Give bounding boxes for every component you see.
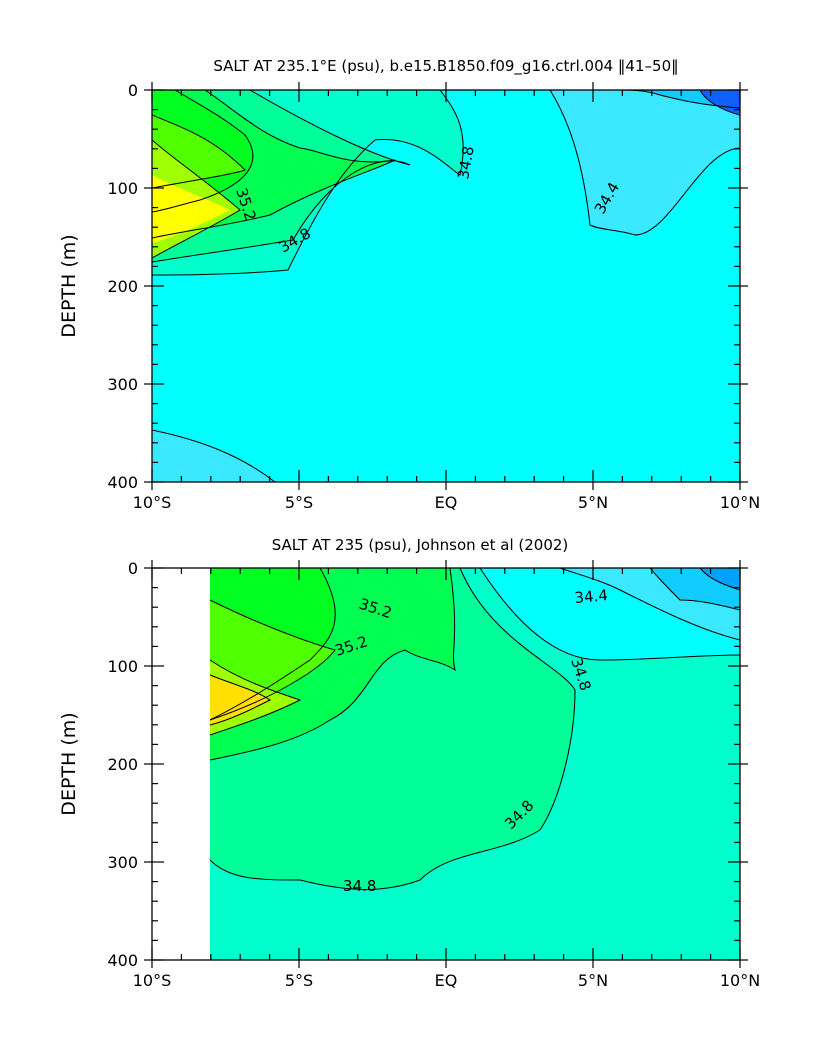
panel-model: SALT AT 235.1°E (psu), b.e15.B1850.f09_g…	[58, 57, 760, 512]
y-axis-title: DEPTH (m)	[58, 712, 80, 815]
tick-label: EQ	[435, 971, 458, 990]
tick-label: 100	[107, 657, 138, 676]
tick-label: 10°N	[720, 493, 760, 512]
contour-lines	[152, 90, 740, 482]
tick-label: 5°S	[285, 971, 313, 990]
contour-label: 34.8	[343, 877, 376, 895]
tick-label: 10°S	[133, 971, 172, 990]
tick-label: 400	[107, 951, 138, 970]
tick-label: 100	[107, 179, 138, 198]
tick-label: 0	[128, 81, 138, 100]
axis-ticks: 10°S 5°S EQ 5°N 10°N 0 100 200 300 400	[107, 559, 760, 990]
tick-label: 5°N	[578, 493, 608, 512]
fill-35.3	[152, 175, 230, 243]
panel-title: SALT AT 235.1°E (psu), b.e15.B1850.f09_g…	[213, 57, 678, 76]
tick-label: 10°N	[720, 971, 760, 990]
contour-label: 34.4	[574, 586, 609, 607]
tick-label: EQ	[435, 493, 458, 512]
contour-fill	[210, 568, 740, 960]
tick-label: 300	[107, 853, 138, 872]
contour-lines	[209, 568, 740, 890]
tick-label: 5°S	[285, 493, 313, 512]
panel-title: SALT AT 235 (psu), Johnson et al (2002)	[272, 536, 569, 554]
tick-label: 10°S	[133, 493, 172, 512]
fill-34.5-bottom	[152, 430, 275, 482]
y-axis-title: DEPTH (m)	[58, 234, 80, 337]
tick-label: 0	[128, 559, 138, 578]
contour-fill	[152, 90, 740, 482]
fill-34.2	[700, 90, 740, 115]
tick-label: 400	[107, 473, 138, 492]
panel-observations: SALT AT 235 (psu), Johnson et al (2002)	[58, 536, 760, 990]
tick-label: 5°N	[578, 971, 608, 990]
contour-label: 34.8	[454, 145, 478, 181]
fill-34.5	[550, 90, 740, 235]
tick-label: 200	[107, 755, 138, 774]
tick-label: 200	[107, 277, 138, 296]
axis-ticks: 10°S 5°S EQ 5°N 10°N 0 100 200 300 400	[107, 81, 760, 512]
tick-label: 300	[107, 375, 138, 394]
